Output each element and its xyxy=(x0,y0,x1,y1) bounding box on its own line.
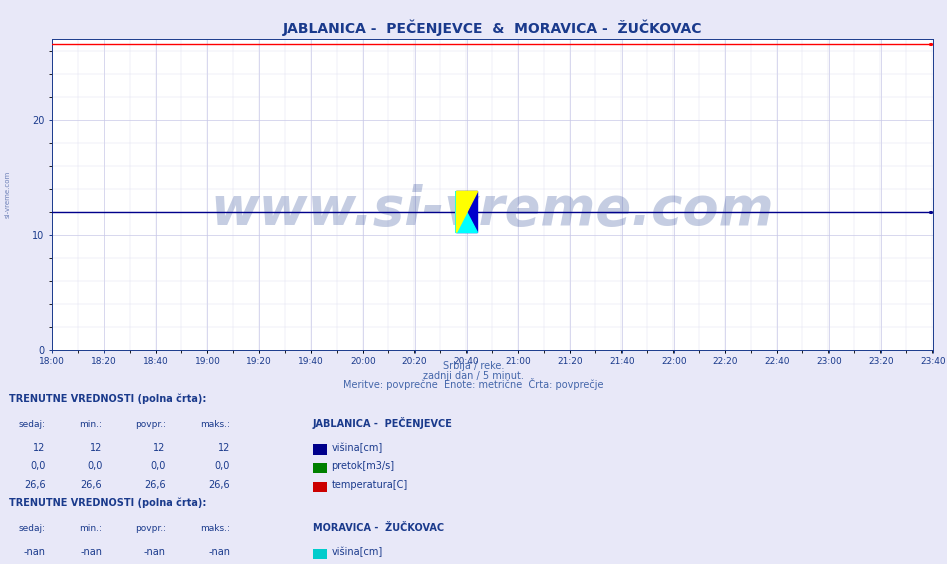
Text: 12: 12 xyxy=(153,443,166,453)
Text: 12: 12 xyxy=(33,443,45,453)
Text: 12: 12 xyxy=(218,443,230,453)
Text: -nan: -nan xyxy=(24,547,45,557)
Text: pretok[m3/s]: pretok[m3/s] xyxy=(331,461,395,472)
Text: MORAVICA -  ŽUČKOVAC: MORAVICA - ŽUČKOVAC xyxy=(313,523,443,534)
Text: temperatura[C]: temperatura[C] xyxy=(331,480,408,490)
Text: www.si-vreme.com: www.si-vreme.com xyxy=(210,184,775,236)
Text: -nan: -nan xyxy=(208,547,230,557)
Text: -nan: -nan xyxy=(80,547,102,557)
Text: višina[cm]: višina[cm] xyxy=(331,547,383,557)
Text: maks.:: maks.: xyxy=(200,525,230,534)
Text: 26,6: 26,6 xyxy=(144,480,166,490)
Text: min.:: min.: xyxy=(80,525,102,534)
Text: 26,6: 26,6 xyxy=(80,480,102,490)
Text: 0,0: 0,0 xyxy=(151,461,166,472)
Text: 0,0: 0,0 xyxy=(87,461,102,472)
Polygon shape xyxy=(456,191,477,232)
Text: 0,0: 0,0 xyxy=(30,461,45,472)
Polygon shape xyxy=(456,191,477,232)
Text: 12: 12 xyxy=(90,443,102,453)
Text: sedaj:: sedaj: xyxy=(18,525,45,534)
Text: TRENUTNE VREDNOSTI (polna črta):: TRENUTNE VREDNOSTI (polna črta): xyxy=(9,497,206,508)
Text: 0,0: 0,0 xyxy=(215,461,230,472)
Polygon shape xyxy=(456,191,477,232)
Text: sedaj:: sedaj: xyxy=(18,420,45,429)
Text: TRENUTNE VREDNOSTI (polna črta):: TRENUTNE VREDNOSTI (polna črta): xyxy=(9,393,206,404)
Text: Srbija / reke.: Srbija / reke. xyxy=(443,362,504,372)
Text: 26,6: 26,6 xyxy=(24,480,45,490)
Text: Meritve: povprečne  Enote: metrične  Črta: povprečje: Meritve: povprečne Enote: metrične Črta:… xyxy=(343,378,604,390)
Text: povpr.:: povpr.: xyxy=(134,420,166,429)
Text: maks.:: maks.: xyxy=(200,420,230,429)
Text: -nan: -nan xyxy=(144,547,166,557)
Text: JABLANICA -  PEČENJEVCE: JABLANICA - PEČENJEVCE xyxy=(313,417,453,429)
Text: 26,6: 26,6 xyxy=(208,480,230,490)
Text: višina[cm]: višina[cm] xyxy=(331,442,383,453)
Bar xyxy=(456,191,477,232)
Text: si-vreme.com: si-vreme.com xyxy=(5,171,10,218)
Text: zadnji dan / 5 minut.: zadnji dan / 5 minut. xyxy=(423,371,524,381)
Text: min.:: min.: xyxy=(80,420,102,429)
Title: JABLANICA -  PEČENJEVCE  &  MORAVICA -  ŽUČKOVAC: JABLANICA - PEČENJEVCE & MORAVICA - ŽUČK… xyxy=(283,19,702,36)
Text: povpr.:: povpr.: xyxy=(134,525,166,534)
